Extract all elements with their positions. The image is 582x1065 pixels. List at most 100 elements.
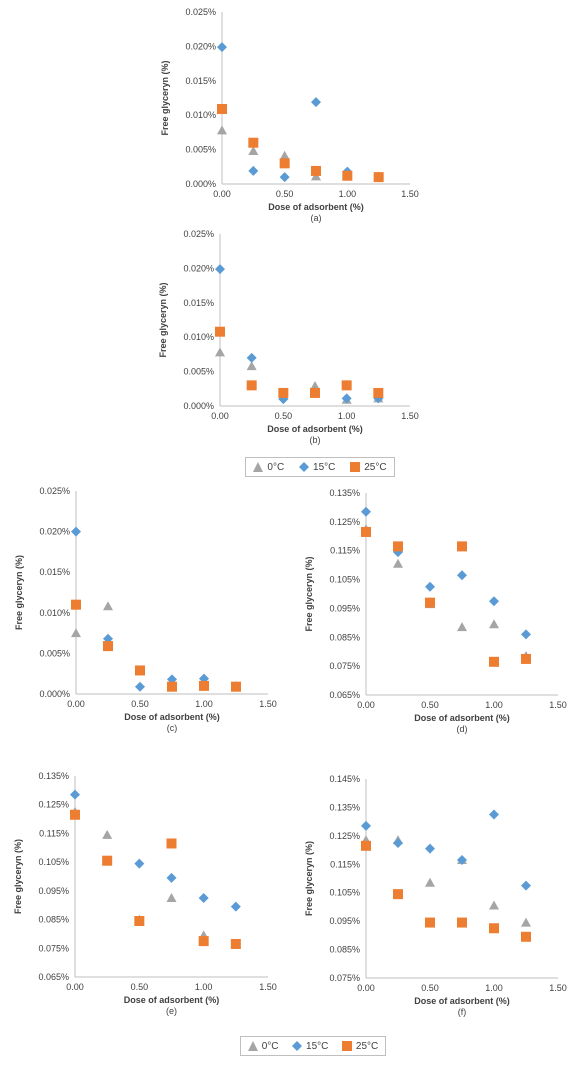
data-point-square: [102, 855, 113, 866]
y-axis-title: Free glyceryn (%): [158, 282, 168, 357]
y-tick-label: 0.005%: [183, 367, 214, 377]
data-point-square: [217, 104, 227, 115]
data-point-triangle: [246, 361, 257, 371]
data-point-triangle: [215, 347, 225, 357]
data-point-square: [71, 599, 81, 610]
x-tick-label: 0.50: [275, 411, 293, 421]
y-tick-label: 0.095%: [329, 603, 360, 613]
data-point-diamond: [135, 681, 145, 692]
y-tick-label: 0.075%: [38, 943, 69, 953]
x-tick-label: 1.00: [195, 982, 213, 992]
chart-b: 0.000% 0.005% 0.010% 0.015% 0.020% 0.025% 0.00…: [158, 229, 419, 445]
y-tick-label: 0.085%: [329, 632, 360, 642]
y-tick-label: 0.010%: [39, 608, 70, 618]
y-tick-label: 0.125%: [38, 800, 69, 810]
data-point-triangle: [103, 601, 113, 611]
y-tick-label: 0.020%: [183, 263, 214, 273]
data-point-triangle: [425, 877, 435, 887]
data-point-diamond: [198, 893, 209, 904]
data-point-square: [373, 172, 384, 183]
x-tick-label: 0.00: [213, 189, 231, 199]
chart-caption: (a): [311, 213, 322, 223]
legend-item-0c: 0°C: [253, 462, 284, 473]
y-axis-title: Free glyceryn (%): [14, 555, 24, 630]
x-tick-label: 0.00: [357, 983, 375, 993]
data-point-square: [393, 889, 403, 900]
square-icon: [341, 1041, 352, 1051]
y-tick-label: 0.065%: [38, 972, 69, 982]
x-tick-label: 1.00: [195, 699, 213, 709]
data-point-diamond: [425, 581, 435, 592]
legend-label: 25°C: [355, 1040, 379, 1052]
legend-item-15c: 15°C: [299, 462, 335, 473]
y-tick-label: 0.135%: [329, 802, 360, 812]
data-point-diamond: [361, 820, 371, 831]
data-point-square: [70, 809, 80, 820]
data-point-triangle: [457, 622, 467, 632]
data-point-triangle: [393, 558, 403, 568]
y-tick-label: 0.095%: [329, 916, 360, 926]
data-point-square: [425, 597, 435, 608]
data-point-square: [215, 326, 225, 337]
data-point-triangle: [521, 917, 531, 927]
y-tick-label: 0.115%: [39, 828, 69, 838]
data-point-square: [167, 681, 177, 692]
diamond-icon: [299, 462, 310, 472]
data-point-diamond: [279, 172, 290, 183]
diamond-icon: [292, 1041, 303, 1051]
y-tick-label: 0.115%: [330, 546, 360, 556]
data-point-square: [457, 541, 467, 552]
x-tick-label: 1.50: [401, 189, 419, 199]
x-tick-label: 0.50: [421, 983, 439, 993]
y-tick-label: 0.105%: [38, 857, 69, 867]
legend-item-25c: 25°C: [341, 1040, 379, 1052]
y-axis-title: Free glyceryn (%): [13, 839, 23, 914]
chart-e: 0.065% 0.075% 0.085% 0.095% 0.105% 0.115% 0.12…: [13, 771, 277, 1016]
x-axis-title: Dose of adsorbent (%): [267, 424, 363, 434]
data-point-diamond: [134, 858, 145, 869]
y-tick-label: 0.010%: [183, 332, 214, 342]
x-tick-label: 0.50: [131, 699, 149, 709]
data-point-square: [425, 917, 435, 928]
y-tick-label: 0.075%: [329, 661, 360, 671]
data-point-triangle: [166, 893, 177, 903]
data-point-diamond: [457, 855, 467, 866]
chart-f: 0.075% 0.085% 0.095% 0.105% 0.115% 0.125% 0.13…: [304, 774, 567, 1017]
chart-caption: (d): [457, 724, 468, 734]
y-tick-label: 0.065%: [329, 690, 360, 700]
x-axis-title: Dose of adsorbent (%): [268, 202, 364, 212]
data-point-square: [311, 165, 321, 176]
data-point-square: [521, 931, 531, 942]
data-point-square: [521, 653, 531, 664]
data-point-square: [393, 541, 403, 552]
legend-label: 0°C: [267, 461, 285, 473]
y-tick-label: 0.005%: [39, 648, 70, 658]
data-point-diamond: [166, 872, 177, 883]
data-point-triangle: [279, 150, 290, 160]
legend-item-0c: 0°C: [247, 1041, 279, 1052]
legend-label: 25°C: [364, 461, 387, 473]
data-point-square: [457, 917, 467, 928]
data-point-diamond: [489, 809, 499, 820]
y-tick-label: 0.095%: [38, 886, 69, 896]
data-point-diamond: [425, 843, 435, 854]
y-tick-label: 0.015%: [39, 567, 70, 577]
data-point-diamond: [457, 570, 467, 581]
y-tick-label: 0.085%: [329, 945, 360, 955]
y-tick-label: 0.125%: [329, 831, 360, 841]
data-point-square: [103, 641, 113, 652]
x-tick-label: 1.00: [338, 411, 356, 421]
data-point-diamond: [489, 596, 499, 607]
y-tick-label: 0.015%: [185, 76, 216, 86]
x-tick-label: 1.50: [549, 700, 567, 710]
x-tick-label: 1.50: [401, 411, 419, 421]
y-tick-label: 0.020%: [39, 527, 70, 537]
y-axis-title: Free glyceryn (%): [304, 556, 314, 631]
y-axis-title: Free glyceryn (%): [304, 841, 314, 916]
x-axis-title: Dose of adsorbent (%): [414, 713, 510, 723]
legend-bottom: 0°C 15°C 25°C: [240, 1036, 386, 1056]
x-tick-label: 1.00: [485, 700, 503, 710]
data-point-square: [248, 137, 259, 148]
y-tick-label: 0.105%: [329, 575, 360, 585]
data-point-square: [199, 680, 209, 691]
